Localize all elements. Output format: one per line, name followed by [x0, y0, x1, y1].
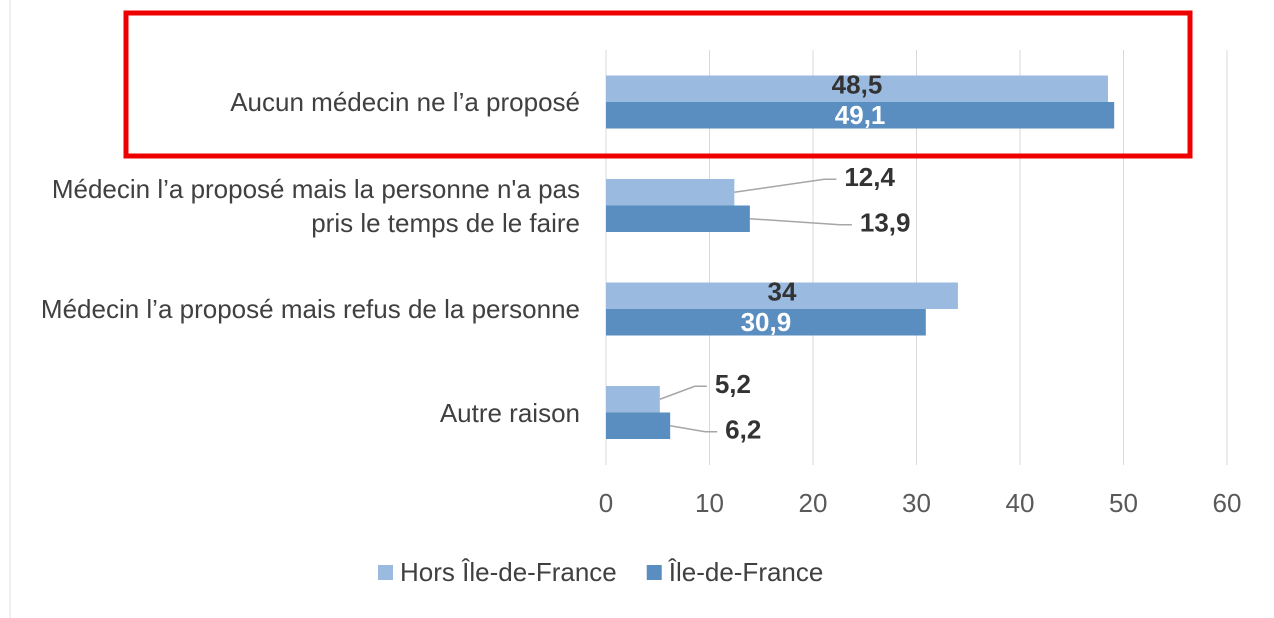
value-label: 5,2 — [715, 369, 751, 399]
value-label: 12,4 — [844, 162, 895, 192]
legend-label: Hors Île-de-France — [400, 557, 617, 587]
bar — [606, 179, 735, 206]
category-label: Autre raison — [439, 397, 580, 428]
x-tick-label: 10 — [695, 488, 724, 518]
bar — [606, 205, 750, 232]
value-label: 30,9 — [741, 307, 792, 337]
value-label: 34 — [767, 277, 796, 307]
legend-swatch — [378, 565, 393, 580]
highlight-box — [123, 10, 1193, 159]
leader-line — [659, 385, 707, 400]
bar — [606, 309, 926, 336]
bars — [606, 75, 1115, 439]
category-label: Aucun médecin ne l’a proposé — [230, 87, 580, 117]
value-label: 13,9 — [860, 208, 911, 238]
x-tick-label: 30 — [902, 488, 931, 518]
bar — [606, 75, 1108, 102]
x-tick-label: 50 — [1109, 488, 1138, 518]
bar — [606, 102, 1115, 129]
bar — [606, 282, 958, 309]
category-label: Médecin l’a proposé mais la personne n'a… — [51, 173, 580, 238]
leader-line — [670, 425, 718, 433]
bar — [606, 412, 671, 439]
legend-swatch — [646, 565, 662, 580]
bar — [606, 386, 660, 413]
value-label: 49,1 — [835, 100, 886, 130]
x-tick-label: 20 — [799, 488, 828, 518]
value-label: 48,5 — [832, 70, 883, 100]
x-tick-label: 0 — [599, 488, 613, 518]
leader-line — [749, 218, 852, 226]
x-tick-label: 40 — [1006, 488, 1035, 518]
value-label: 6,2 — [725, 415, 761, 445]
x-tick-label: 60 — [1213, 488, 1242, 518]
leader-line — [734, 178, 837, 193]
category-label: Médecin l’a proposé mais refus de la per… — [40, 294, 580, 324]
legend-label: Île-de-France — [668, 557, 824, 587]
